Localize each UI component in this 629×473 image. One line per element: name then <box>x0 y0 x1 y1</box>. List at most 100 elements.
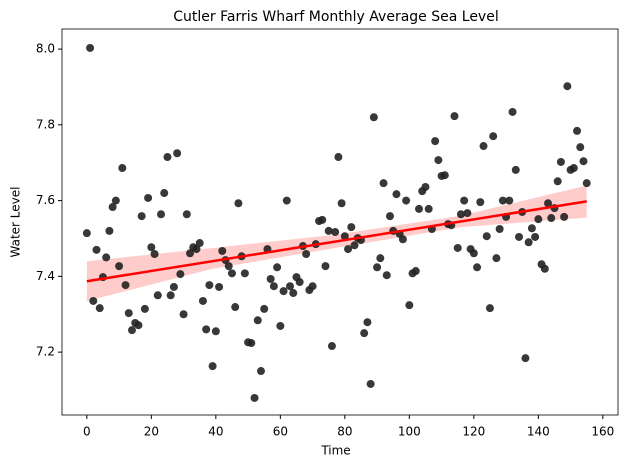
point <box>195 239 204 248</box>
point <box>347 223 356 232</box>
point <box>453 243 462 252</box>
point <box>118 164 127 173</box>
point <box>318 215 327 224</box>
point <box>482 232 491 241</box>
point <box>382 271 391 280</box>
point <box>376 254 385 263</box>
point <box>469 249 478 258</box>
point <box>269 282 278 291</box>
point <box>253 316 262 325</box>
point <box>495 225 504 234</box>
point <box>563 82 572 91</box>
point <box>302 250 311 259</box>
point <box>540 264 549 273</box>
point <box>186 249 195 258</box>
point <box>108 203 117 212</box>
point <box>211 327 220 336</box>
point <box>282 196 291 205</box>
point <box>521 354 530 363</box>
point <box>111 196 120 205</box>
point <box>398 235 407 244</box>
point <box>582 179 591 188</box>
plot-frame <box>61 28 619 416</box>
point <box>415 204 424 213</box>
x-tick-label: 100 <box>398 425 421 439</box>
point <box>321 262 330 271</box>
point <box>331 228 340 237</box>
point <box>256 367 265 376</box>
point <box>560 212 569 221</box>
point <box>492 254 501 263</box>
point <box>115 262 124 271</box>
point <box>144 193 153 202</box>
point <box>240 269 249 278</box>
point <box>485 304 494 313</box>
point <box>134 321 143 330</box>
point <box>92 245 101 254</box>
point <box>169 282 178 291</box>
x-tick-label: 20 <box>144 425 159 439</box>
point <box>569 164 578 173</box>
point <box>405 301 414 310</box>
point <box>166 291 175 300</box>
point <box>524 238 533 247</box>
x-tick-label: 160 <box>591 425 614 439</box>
point <box>392 190 401 199</box>
point <box>276 321 285 330</box>
point <box>369 113 378 122</box>
point <box>421 182 430 191</box>
x-tick-label: 80 <box>337 425 352 439</box>
point <box>160 189 169 198</box>
point <box>202 325 211 334</box>
point <box>463 209 472 218</box>
x-tick-label: 140 <box>527 425 550 439</box>
y-axis-label: Water Level <box>9 187 23 258</box>
point <box>573 126 582 135</box>
point <box>576 143 585 152</box>
point <box>476 198 485 207</box>
point <box>121 281 130 290</box>
point <box>514 232 523 241</box>
point <box>208 362 217 371</box>
y-tick-label: 7.4 <box>36 269 55 283</box>
point <box>289 289 298 298</box>
point <box>350 241 359 250</box>
point <box>505 196 514 205</box>
point <box>340 232 349 241</box>
point <box>140 304 149 313</box>
point <box>176 270 185 279</box>
point <box>198 296 207 305</box>
point <box>440 171 449 180</box>
point <box>527 224 536 233</box>
x-tick-label: 40 <box>208 425 223 439</box>
point <box>127 326 136 335</box>
x-axis-label: Time <box>320 444 350 458</box>
point <box>373 263 382 272</box>
point <box>434 156 443 165</box>
point <box>153 291 162 300</box>
point <box>137 212 146 221</box>
point <box>215 282 224 291</box>
y-tick-label: 7.2 <box>36 345 55 359</box>
point <box>182 210 191 219</box>
point <box>279 287 288 296</box>
point <box>179 310 188 319</box>
point <box>544 199 553 208</box>
point <box>102 253 111 262</box>
point <box>231 303 240 312</box>
point <box>324 226 333 235</box>
point <box>363 318 372 327</box>
x-tick-label: 60 <box>273 425 288 439</box>
point <box>360 329 369 338</box>
point <box>508 107 517 116</box>
point <box>379 179 388 188</box>
point <box>479 142 488 151</box>
point <box>531 232 540 241</box>
point <box>431 137 440 146</box>
point <box>579 157 588 166</box>
regression-line <box>86 200 587 283</box>
point <box>511 165 520 174</box>
point <box>556 157 565 166</box>
point <box>89 296 98 305</box>
